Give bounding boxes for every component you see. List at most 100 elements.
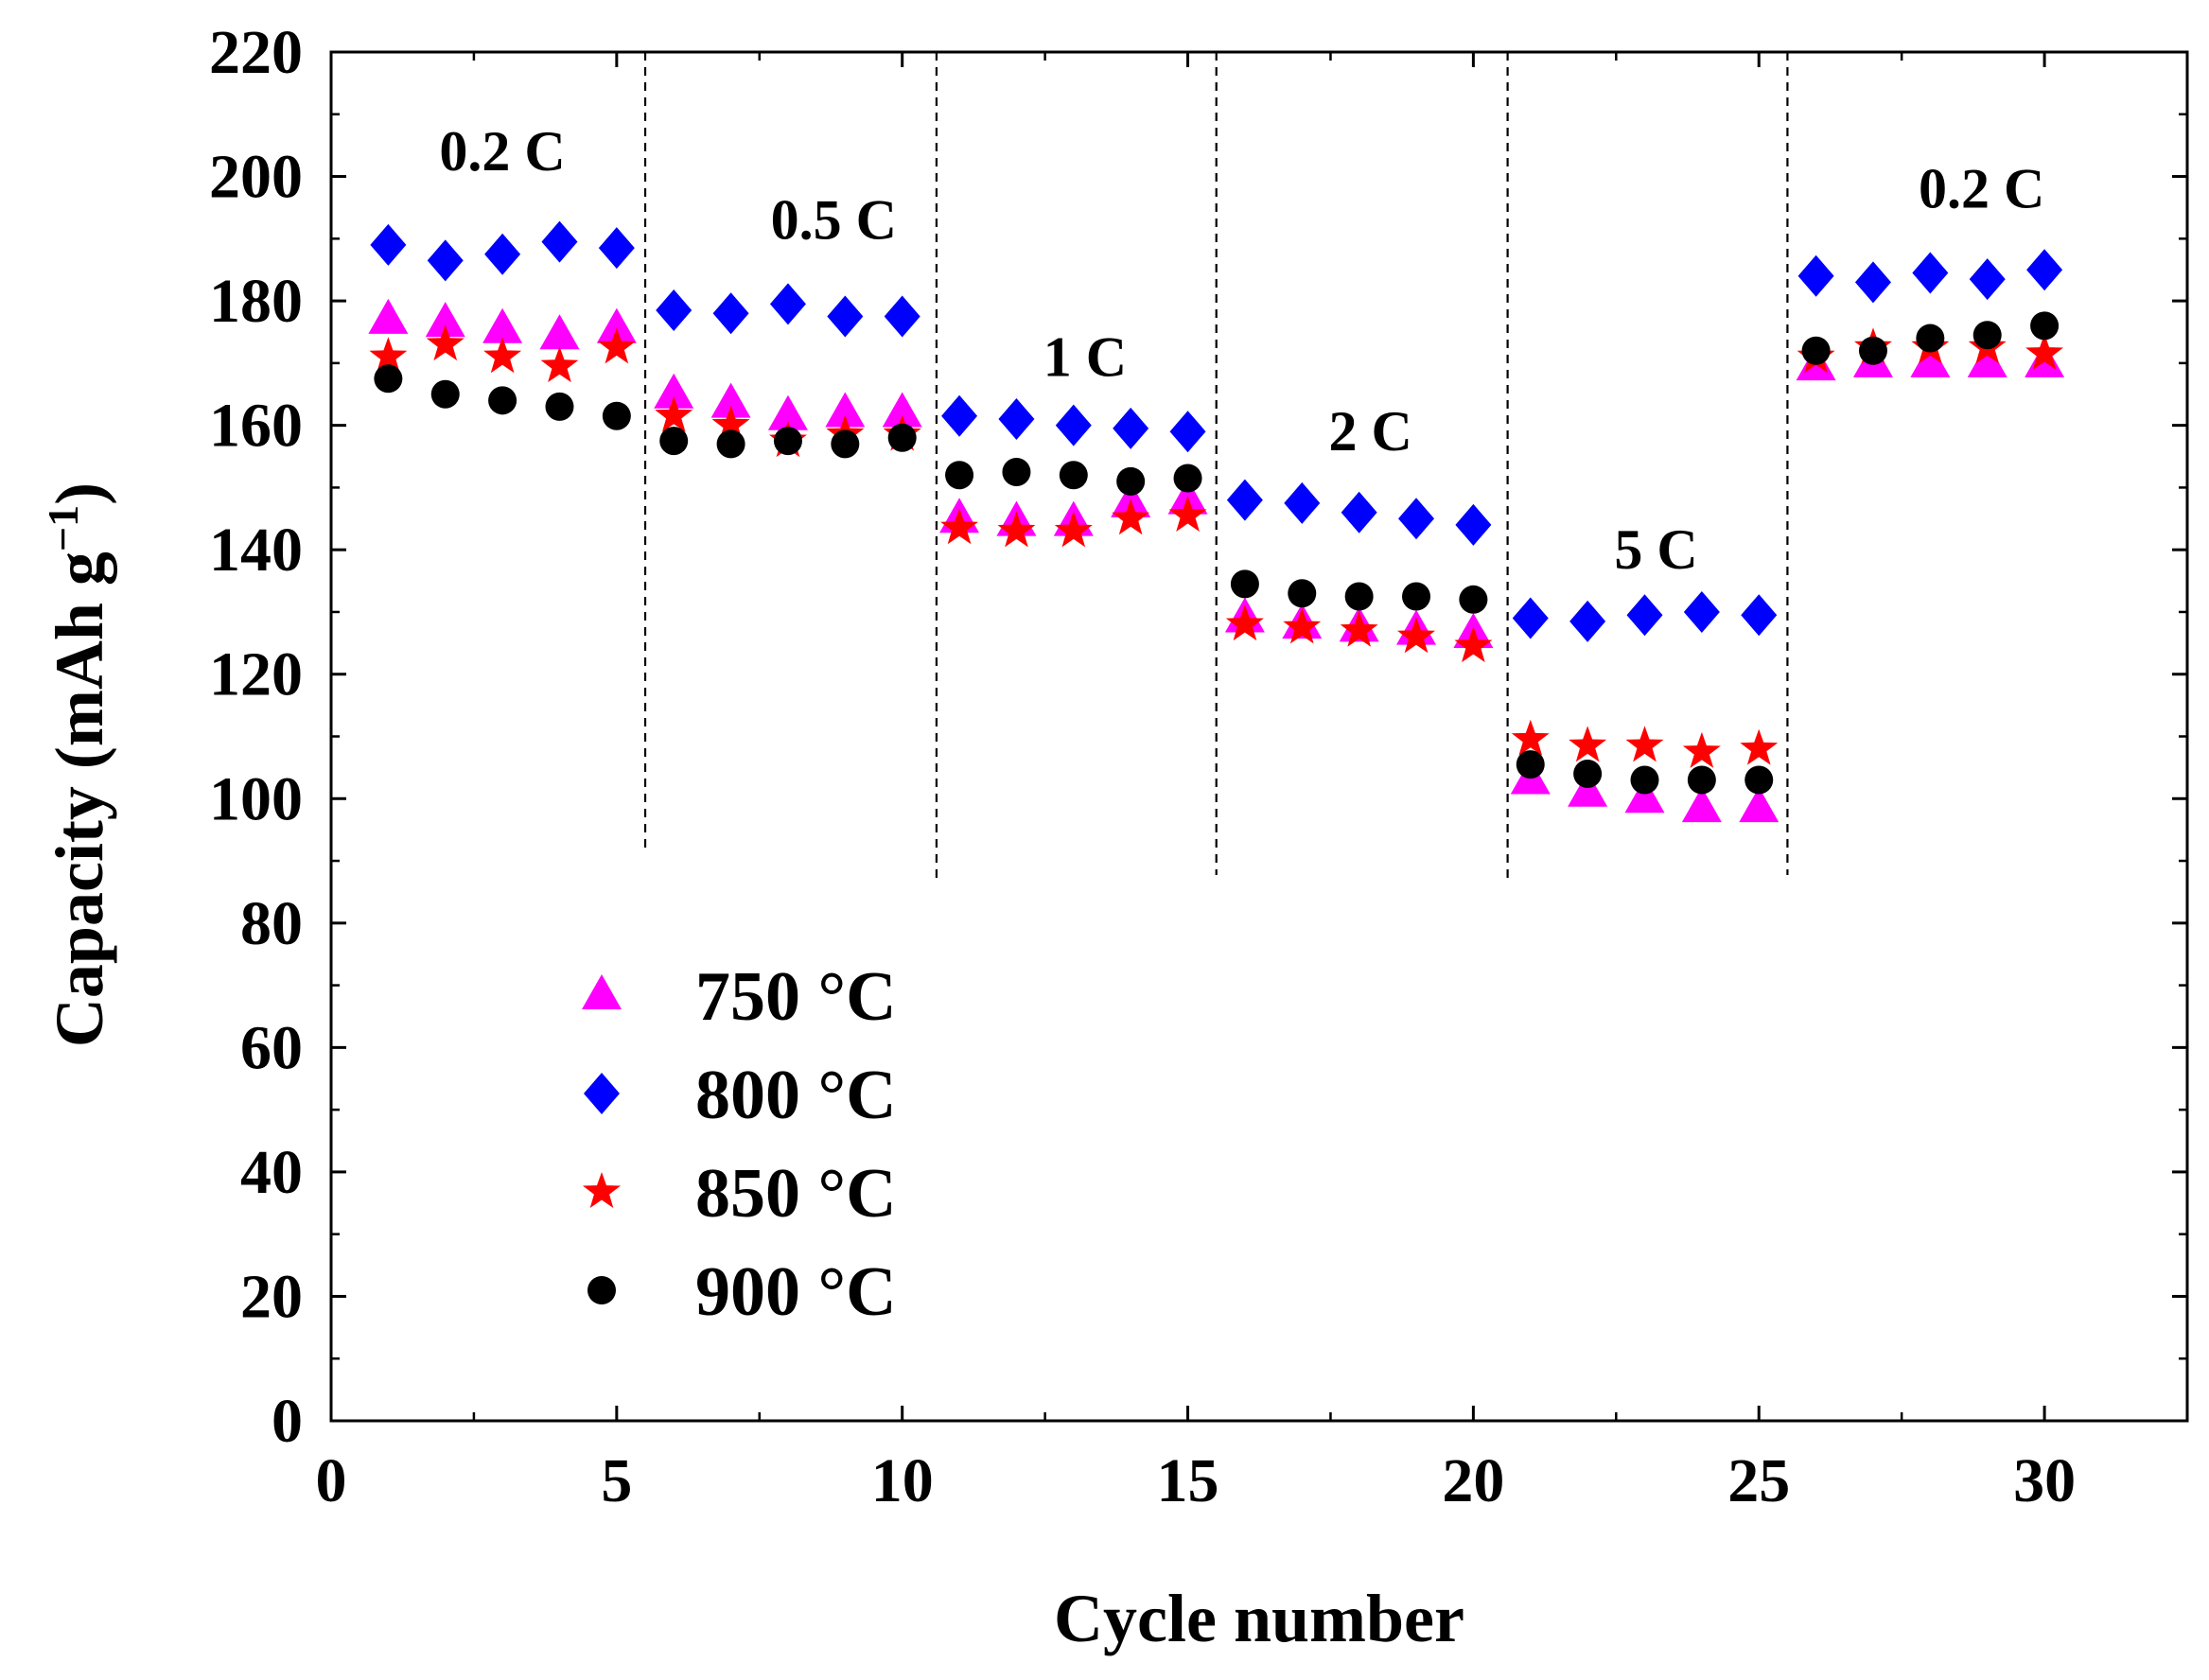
y-axis-label: Capacity (mAh g−1) — [39, 482, 117, 1047]
legend-marker-diamond — [584, 1073, 620, 1114]
x-tick-label: 10 — [871, 1446, 934, 1515]
data-point-diamond — [941, 394, 978, 437]
y-tick-label: 140 — [209, 516, 303, 585]
legend-marker-circle — [587, 1276, 616, 1304]
data-point-diamond — [1512, 597, 1549, 639]
axis-ticks — [329, 50, 2187, 1423]
data-point-circle — [488, 386, 517, 415]
data-point-diamond — [1569, 600, 1606, 642]
data-point-circle — [1573, 759, 1603, 788]
data-point-circle — [716, 429, 745, 459]
legend-marker-star — [583, 1172, 621, 1208]
data-point-diamond — [1284, 481, 1321, 524]
y-tick-label: 180 — [209, 267, 303, 336]
data-point-triangle — [710, 382, 751, 418]
data-point-diamond — [1398, 498, 1435, 540]
data-point-star — [1283, 607, 1322, 644]
data-point-diamond — [541, 220, 578, 263]
rate-label: 0.5 C — [771, 189, 897, 252]
data-point-star — [940, 508, 978, 545]
data-point-diamond — [370, 223, 407, 266]
x-tick-label: 5 — [601, 1446, 632, 1515]
legend-label: 900 °C — [695, 1253, 897, 1331]
data-point-circle — [1801, 336, 1831, 365]
y-tick-label: 40 — [240, 1138, 303, 1207]
data-point-diamond — [998, 398, 1035, 441]
y-tick-label: 20 — [240, 1262, 303, 1331]
data-point-circle — [1344, 582, 1374, 611]
y-axis-label-close: ) — [42, 482, 117, 505]
data-point-diamond — [1854, 261, 1891, 304]
data-point-star — [655, 395, 693, 432]
data-point-circle — [1972, 321, 2002, 350]
data-point-diamond — [484, 233, 521, 275]
data-point-triangle — [1568, 771, 1608, 807]
data-point-circle — [1288, 579, 1317, 608]
data-point-circle — [1116, 466, 1146, 496]
data-point-triangle — [1739, 787, 1779, 823]
rate-dividers — [643, 52, 1789, 884]
data-point-triangle — [825, 392, 866, 428]
rate-label: 1 C — [1043, 325, 1127, 388]
data-point-star — [369, 337, 408, 374]
data-point-star — [1682, 731, 1721, 768]
x-tick-label: 30 — [2013, 1446, 2076, 1515]
data-point-diamond — [1055, 404, 1092, 446]
data-point-star — [1225, 604, 1264, 641]
y-tick-label: 220 — [209, 18, 303, 87]
data-point-circle — [1173, 464, 1202, 493]
data-point-star — [1740, 728, 1779, 765]
y-tick-label: 80 — [240, 889, 303, 958]
data-point-diamond — [1626, 594, 1663, 637]
x-tick-label: 0 — [316, 1446, 347, 1515]
data-point-diamond — [884, 295, 920, 338]
data-point-star — [2025, 334, 2063, 370]
y-tick-label: 100 — [209, 764, 303, 833]
y-axis-label-main: Capacity (mAh g — [42, 551, 117, 1047]
data-point-diamond — [427, 239, 464, 282]
data-point-diamond — [1969, 258, 2006, 301]
data-point-star — [711, 405, 750, 442]
data-point-diamond — [1683, 590, 1720, 633]
data-point-circle — [1516, 750, 1545, 779]
legend: 750 °C 800 °C 850 °C 900 °C — [582, 958, 897, 1331]
data-point-circle — [773, 427, 802, 456]
data-point-diamond — [1912, 252, 1949, 294]
data-point-diamond — [1741, 594, 1778, 637]
y-tick-label: 60 — [240, 1013, 303, 1082]
legend-marker-triangle — [582, 974, 622, 1009]
data-point-circle — [430, 379, 460, 409]
data-point-circle — [887, 423, 917, 452]
x-axis-label: Cycle number — [1054, 1581, 1464, 1656]
data-point-circle — [1230, 569, 1259, 599]
data-point-circle — [2030, 311, 2060, 341]
data-point-star — [1112, 499, 1150, 535]
data-point-circle — [1858, 336, 1887, 365]
data-point-star — [1054, 511, 1093, 548]
data-point-circle — [1687, 765, 1716, 795]
data-point-circle — [602, 401, 631, 430]
data-point-star — [997, 511, 1036, 548]
data-point-diamond — [1797, 254, 1834, 297]
rate-labels: 0.2 C 0.5 C 1 C 2 C 5 C 0.2 C — [439, 120, 2044, 581]
data-point-triangle — [596, 307, 637, 343]
data-point-circle — [831, 429, 860, 459]
x-tick-label: 15 — [1157, 1446, 1219, 1515]
data-point-triangle — [425, 302, 465, 338]
rate-label: 0.2 C — [439, 120, 565, 183]
y-axis-label-superscript: −1 — [39, 505, 87, 551]
data-point-circle — [1059, 461, 1088, 490]
data-point-circle — [1402, 582, 1431, 611]
data-point-diamond — [769, 283, 806, 325]
data-point-diamond — [712, 292, 749, 335]
data-point-diamond — [1226, 479, 1263, 521]
data-point-triangle — [1681, 787, 1722, 823]
data-point-diamond — [827, 295, 864, 338]
tick-labels: 0 5 10 15 20 25 30 0 20 40 60 80 100 120 140 160 180 200 2… — [209, 18, 2076, 1515]
legend-label: 800 °C — [695, 1057, 897, 1134]
data-markers — [368, 220, 2065, 823]
data-point-star — [426, 324, 465, 361]
data-point-diamond — [1341, 491, 1377, 534]
